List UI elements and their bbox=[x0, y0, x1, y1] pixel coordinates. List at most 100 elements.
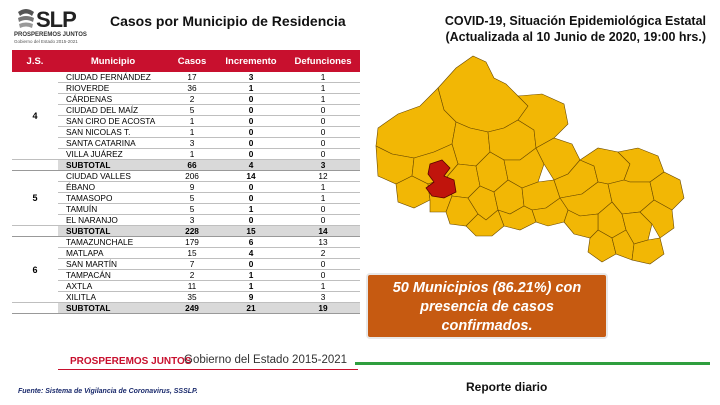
municipio-cell: RIOVERDE bbox=[58, 82, 168, 94]
municipio-cell: TAMUÍN bbox=[58, 203, 168, 215]
casos-cell: 5 bbox=[168, 192, 216, 204]
municipio-cell: TAMAZUNCHALE bbox=[58, 236, 168, 248]
incremento-cell: 0 bbox=[216, 104, 286, 116]
incremento-cell: 14 bbox=[216, 170, 286, 182]
table-row: SANTA CATARINA 3 0 0 bbox=[12, 137, 360, 149]
incremento-cell: 1 bbox=[216, 203, 286, 215]
logo-tagline: PROSPEREMOS JUNTOS bbox=[14, 32, 87, 38]
footer-red-line bbox=[58, 369, 358, 370]
municipio-cell: SANTA CATARINA bbox=[58, 137, 168, 149]
casos-cell: 17 bbox=[168, 72, 216, 83]
defunciones-cell: 1 bbox=[286, 192, 360, 204]
subtotal-js-blank bbox=[12, 302, 58, 314]
defunciones-cell: 12 bbox=[286, 170, 360, 182]
defunciones-cell: 0 bbox=[286, 214, 360, 226]
subtotal-row: SUBTOTAL 228 15 14 bbox=[12, 225, 360, 237]
callout-line1: 50 Municipios (86.21%) con bbox=[392, 280, 582, 296]
casos-cell: 2 bbox=[168, 93, 216, 105]
incremento-cell: 1 bbox=[216, 280, 286, 292]
header-incremento: Incremento bbox=[216, 50, 286, 72]
defunciones-cell: 1 bbox=[286, 82, 360, 94]
table-row: 6 TAMAZUNCHALE 179 6 13 bbox=[12, 236, 360, 303]
subtotal-incremento: 15 bbox=[216, 225, 286, 237]
subtotal-row: SUBTOTAL 66 4 3 bbox=[12, 159, 360, 171]
municipio-cell: CIUDAD VALLES bbox=[58, 170, 168, 182]
casos-cell: 206 bbox=[168, 170, 216, 182]
incremento-cell: 0 bbox=[216, 137, 286, 149]
casos-cell: 2 bbox=[168, 269, 216, 281]
cases-table: J.S. Municipio Casos Incremento Defuncio… bbox=[12, 50, 360, 314]
municipio-cell: SAN MARTÍN bbox=[58, 258, 168, 270]
table-row: XILITLA 35 9 3 bbox=[12, 291, 360, 303]
subtotal-defunciones: 19 bbox=[286, 302, 360, 314]
incremento-cell: 0 bbox=[216, 181, 286, 193]
table-row: EL NARANJO 3 0 0 bbox=[12, 214, 360, 226]
defunciones-cell: 0 bbox=[286, 137, 360, 149]
incremento-cell: 0 bbox=[216, 148, 286, 160]
table-row: CÁRDENAS 2 0 1 bbox=[12, 93, 360, 105]
table-row: 5 CIUDAD VALLES 206 14 12 bbox=[12, 170, 360, 226]
defunciones-cell: 0 bbox=[286, 104, 360, 116]
logo-text: SLP bbox=[36, 7, 77, 32]
casos-cell: 9 bbox=[168, 181, 216, 193]
municipio-cell: CÁRDENAS bbox=[58, 93, 168, 105]
table-row: ÉBANO 9 0 1 bbox=[12, 181, 360, 193]
casos-cell: 11 bbox=[168, 280, 216, 292]
casos-cell: 5 bbox=[168, 104, 216, 116]
casos-cell: 36 bbox=[168, 82, 216, 94]
defunciones-cell: 1 bbox=[286, 280, 360, 292]
municipio-cell: EL NARANJO bbox=[58, 214, 168, 226]
callout-line3: confirmados. bbox=[441, 318, 533, 334]
municipio-cell: AXTLA bbox=[58, 280, 168, 292]
subtotal-label: SUBTOTAL bbox=[58, 159, 168, 171]
table-row: TAMASOPO 5 0 1 bbox=[12, 192, 360, 204]
incremento-cell: 9 bbox=[216, 291, 286, 303]
casos-cell: 1 bbox=[168, 126, 216, 138]
defunciones-cell: 0 bbox=[286, 115, 360, 127]
header-casos: Casos bbox=[168, 50, 216, 72]
defunciones-cell: 0 bbox=[286, 148, 360, 160]
js-cell: 6 bbox=[12, 236, 58, 303]
subtotal-defunciones: 3 bbox=[286, 159, 360, 171]
defunciones-cell: 13 bbox=[286, 236, 360, 248]
subtotal-incremento: 4 bbox=[216, 159, 286, 171]
municipio-cell: XILITLA bbox=[58, 291, 168, 303]
footer-green-line bbox=[355, 362, 710, 365]
slp-logo: SLP PROSPEREMOS JUNTOS Gobierno del Esta… bbox=[14, 6, 94, 46]
main-title-line2: (Actualizada al 10 Junio de 2020, 19:00 … bbox=[445, 30, 706, 44]
subtotal-incremento: 21 bbox=[216, 302, 286, 314]
table-row: AXTLA 11 1 1 bbox=[12, 280, 360, 292]
footer-brand: PROSPEREMOS JUNTOS bbox=[70, 356, 192, 367]
incremento-cell: 0 bbox=[216, 258, 286, 270]
footer-government: Gobierno del Estado 2015-2021 bbox=[184, 354, 348, 366]
casos-cell: 35 bbox=[168, 291, 216, 303]
casos-cell: 5 bbox=[168, 203, 216, 215]
municipio-cell: TAMPACÁN bbox=[58, 269, 168, 281]
table-row: CIUDAD DEL MAÍZ 5 0 0 bbox=[12, 104, 360, 116]
js-cell: 4 bbox=[12, 72, 58, 160]
municipios-callout: 50 Municipios (86.21%) con presencia de … bbox=[366, 273, 608, 339]
incremento-cell: 0 bbox=[216, 93, 286, 105]
casos-cell: 3 bbox=[168, 137, 216, 149]
map-municipalities bbox=[375, 55, 685, 265]
defunciones-cell: 3 bbox=[286, 291, 360, 303]
slp-emblem-icon bbox=[18, 9, 34, 28]
table-row: TAMUÍN 5 1 0 bbox=[12, 203, 360, 215]
defunciones-cell: 0 bbox=[286, 269, 360, 281]
table-title: Casos por Municipio de Residencia bbox=[110, 13, 346, 29]
casos-cell: 1 bbox=[168, 115, 216, 127]
municipio-cell: SAN NICOLAS T. bbox=[58, 126, 168, 138]
main-title-line1: COVID-19, Situación Epidemiológica Estat… bbox=[444, 14, 706, 28]
subtotal-js-blank bbox=[12, 159, 58, 171]
subtotal-casos: 228 bbox=[168, 225, 216, 237]
municipio-cell: CIUDAD DEL MAÍZ bbox=[58, 104, 168, 116]
municipio-cell: TAMASOPO bbox=[58, 192, 168, 204]
table-row: VILLA JUÁREZ 1 0 0 bbox=[12, 148, 360, 160]
header-defunciones: Defunciones bbox=[286, 50, 360, 72]
subtotal-defunciones: 14 bbox=[286, 225, 360, 237]
municipio-cell: SAN CIRO DE ACOSTA bbox=[58, 115, 168, 127]
table-row: MATLAPA 15 4 2 bbox=[12, 247, 360, 259]
municipio-cell: MATLAPA bbox=[58, 247, 168, 259]
subtotal-js-blank bbox=[12, 225, 58, 237]
table-row: RIOVERDE 36 1 1 bbox=[12, 82, 360, 94]
